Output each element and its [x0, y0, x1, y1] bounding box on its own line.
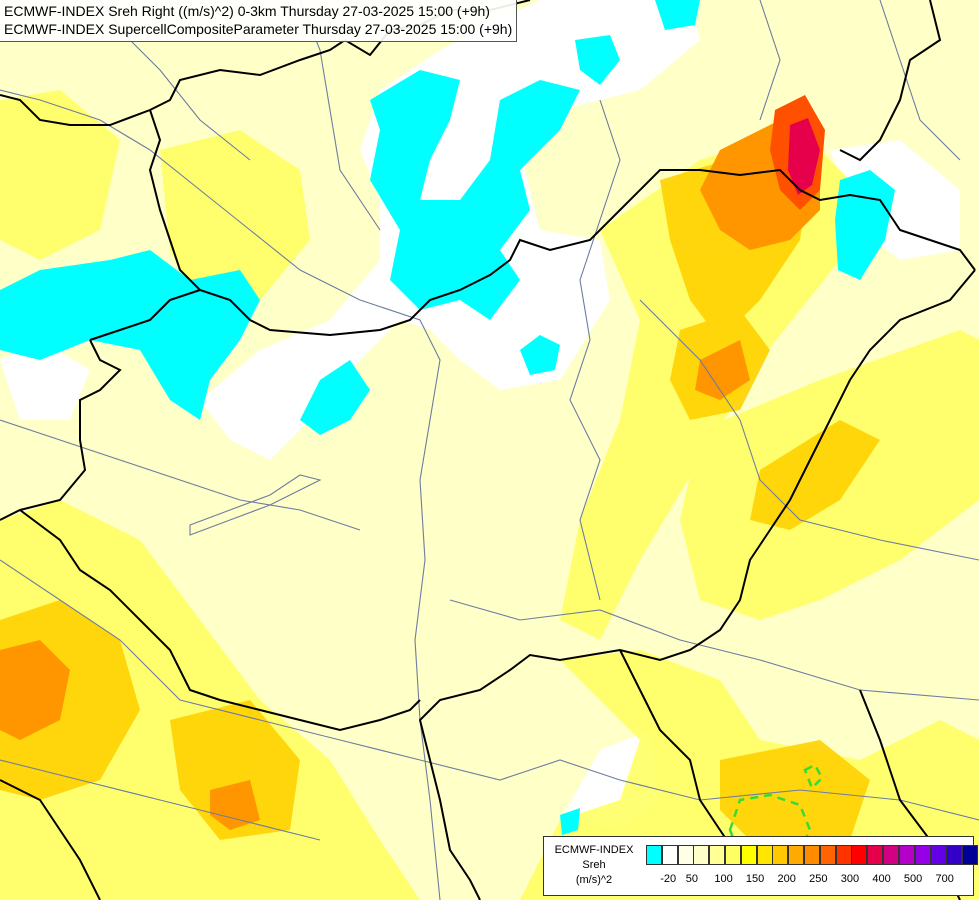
legend-swatch [883, 845, 899, 865]
scp-contour [728, 763, 824, 862]
legend-swatch [898, 845, 915, 865]
legend-tick-label: 400 [872, 873, 891, 885]
color-legend: ECMWF-INDEX Sreh (m/s)^2 -20 50 100 150 200 2… [543, 836, 978, 896]
legend-swatch [819, 845, 836, 865]
legend-swatch [693, 845, 710, 865]
legend-swatch [867, 845, 884, 865]
legend-swatch [756, 845, 773, 865]
legend-tick-label: 200 [777, 873, 796, 885]
legend-tick-label: 500 [903, 873, 923, 885]
legend-swatch [740, 845, 757, 865]
map-title-line1: ECMWF-INDEX Sreh Right ((m/s)^2) 0-3km T… [4, 3, 490, 19]
legend-swatch [661, 845, 678, 865]
legend-unit: (m/s)^2 [575, 874, 613, 886]
legend-swatch [677, 845, 694, 865]
legend-tick-label: -20 [660, 873, 677, 885]
red-areas [770, 95, 825, 210]
legend-swatch [851, 845, 868, 865]
legend-label: ECMWF-INDEX Sreh (m/s)^2 [548, 843, 640, 888]
legend-ticks: -20 50 100 150 200 250 300 400 500 700 [646, 873, 976, 889]
cyan-areas [0, 0, 895, 835]
map-title-line2: ECMWF-INDEX SupercellCompositeParameter … [4, 21, 513, 37]
legend-tick-label: 300 [840, 873, 860, 885]
legend-tick-label: 250 [809, 873, 828, 885]
legend-tick-label: 150 [745, 873, 765, 885]
legend-swatch [914, 845, 931, 865]
legend-swatch [804, 845, 820, 865]
legend-tick-label: 700 [935, 873, 954, 885]
legend-swatch [835, 845, 852, 865]
legend-swatch [646, 845, 662, 865]
legend-tick-label: 100 [714, 873, 733, 885]
legend-swatch [772, 845, 789, 865]
legend-swatch [725, 845, 741, 865]
legend-variable: Sreh [582, 859, 606, 871]
legend-swatch [709, 845, 726, 865]
legend-swatch [788, 845, 805, 865]
legend-swatch [930, 845, 947, 865]
legend-swatch [946, 845, 963, 865]
legend-swatch [962, 845, 978, 865]
legend-source: ECMWF-INDEX [554, 844, 634, 856]
map-title-box: ECMWF-INDEX Sreh Right ((m/s)^2) 0-3km T… [0, 0, 518, 42]
legend-tick-label: 50 [685, 873, 699, 885]
